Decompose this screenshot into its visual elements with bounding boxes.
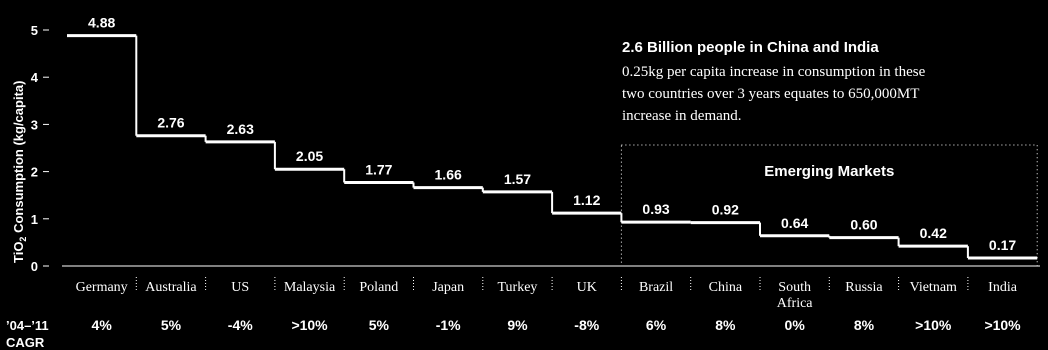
cagr-value: -4% (228, 317, 253, 333)
annotation-body: 0.25kg per capita increase in consumptio… (622, 64, 926, 124)
x-tick-label: Poland (359, 280, 398, 295)
value-label: 2.76 (157, 115, 184, 131)
emerging-markets-label: Emerging Markets (764, 163, 894, 180)
cagr-value: 9% (507, 317, 528, 333)
cagr-value: 0% (785, 317, 806, 333)
x-tick-label-line: South (778, 280, 811, 295)
cagr-value: -1% (436, 317, 461, 333)
cagr-row-label-line1: ’04–’11 (6, 318, 49, 333)
x-axis-labels: Germany Australia US Malaysia Poland Japan Tur… (76, 280, 1018, 311)
value-label: 2.05 (296, 148, 323, 164)
cagr-values: 4% 5% -4% >10% 5% -1% 9% -8% 6% 8% 0% 8% >10% >10% (92, 317, 1022, 333)
cagr-value: 5% (369, 317, 390, 333)
y-axis-title: TiO2 Consumption (kg/capita) (11, 81, 28, 263)
value-label: 0.64 (781, 215, 808, 231)
x-tick-label-line: Africa (777, 296, 814, 311)
x-tick-label: India (988, 280, 1018, 295)
cagr-row-label-line2: CAGR (6, 335, 45, 350)
cagr-value: >10% (291, 317, 328, 333)
x-tick-label-line: India (988, 280, 1018, 295)
x-tick-label-line: Australia (145, 280, 197, 295)
annotation-body-line: two countries over 3 years equates to 65… (622, 86, 919, 102)
x-tick-label: Brazil (639, 280, 673, 295)
x-tick-label: China (709, 280, 743, 295)
x-tick-label: Turkey (497, 280, 537, 295)
cagr-value: 5% (161, 317, 182, 333)
cagr-value: 4% (92, 317, 113, 333)
x-tick-label-line: Germany (76, 280, 128, 295)
cagr-value: -8% (574, 317, 599, 333)
x-tick-label: Japan (432, 280, 464, 295)
cagr-value: >10% (915, 317, 952, 333)
x-tick-label-line: Vietnam (910, 280, 957, 295)
value-labels: 4.88 2.76 2.63 2.05 1.77 1.66 1.57 1.12 0.93 0.92… (88, 15, 1016, 253)
y-tick-label: 1 (31, 212, 38, 227)
y-axis-title-main: TiO (11, 242, 26, 263)
value-label: 1.57 (504, 171, 531, 187)
emerging-markets-box (620, 144, 1038, 267)
x-tick-label: Russia (845, 280, 883, 295)
x-tick-label: Malaysia (284, 280, 336, 295)
annotation-body-line: 0.25kg per capita increase in consumptio… (622, 64, 926, 80)
value-label: 2.63 (227, 121, 254, 137)
x-tick-label: UK (577, 280, 597, 295)
category-separators (135, 277, 969, 292)
value-label: 1.12 (573, 192, 600, 208)
value-label: 0.42 (920, 225, 947, 241)
cagr-value: >10% (984, 317, 1021, 333)
x-tick-label-line: Japan (432, 280, 464, 295)
y-tick-label: 3 (31, 117, 38, 132)
y-axis-title-rest: Consumption (kg/capita) (11, 81, 26, 237)
cagr-value: 6% (646, 317, 667, 333)
x-tick-label-line: China (709, 280, 743, 295)
value-label: 4.88 (88, 15, 115, 31)
x-tick-label-line: US (231, 280, 249, 295)
x-tick-label: South Africa (777, 280, 814, 311)
y-tick-label: 0 (31, 259, 38, 274)
x-tick-label: Germany (76, 280, 128, 295)
x-tick-label: US (231, 280, 249, 295)
x-tick-label-line: Malaysia (284, 280, 336, 295)
value-label: 0.93 (642, 201, 669, 217)
x-tick-label-line: Turkey (497, 280, 537, 295)
annotation-title: 2.6 Billion people in China and India (622, 39, 879, 56)
step-series (67, 34, 1038, 260)
y-axis-title-sub: 2 (18, 237, 28, 242)
value-label: 1.66 (435, 167, 462, 183)
value-label: 1.77 (365, 161, 392, 177)
annotation-body-line: increase in demand. (622, 108, 742, 124)
x-tick-label-line: Poland (359, 280, 398, 295)
value-label: 0.92 (712, 202, 739, 218)
value-label: 0.17 (989, 237, 1016, 253)
x-tick-label-line: Russia (845, 280, 883, 295)
y-tick-label: 4 (31, 70, 39, 85)
x-tick-label-line: Brazil (639, 280, 673, 295)
y-tick-label: 5 (31, 23, 38, 38)
value-label: 0.60 (850, 217, 877, 233)
cagr-value: 8% (854, 317, 875, 333)
y-axis-ticks: 0 1 2 3 4 5 (31, 23, 49, 274)
x-tick-label: Australia (145, 280, 197, 295)
cagr-value: 8% (715, 317, 736, 333)
x-tick-label-line: UK (577, 280, 597, 295)
x-tick-label: Vietnam (910, 280, 957, 295)
y-tick-label: 2 (31, 165, 38, 180)
